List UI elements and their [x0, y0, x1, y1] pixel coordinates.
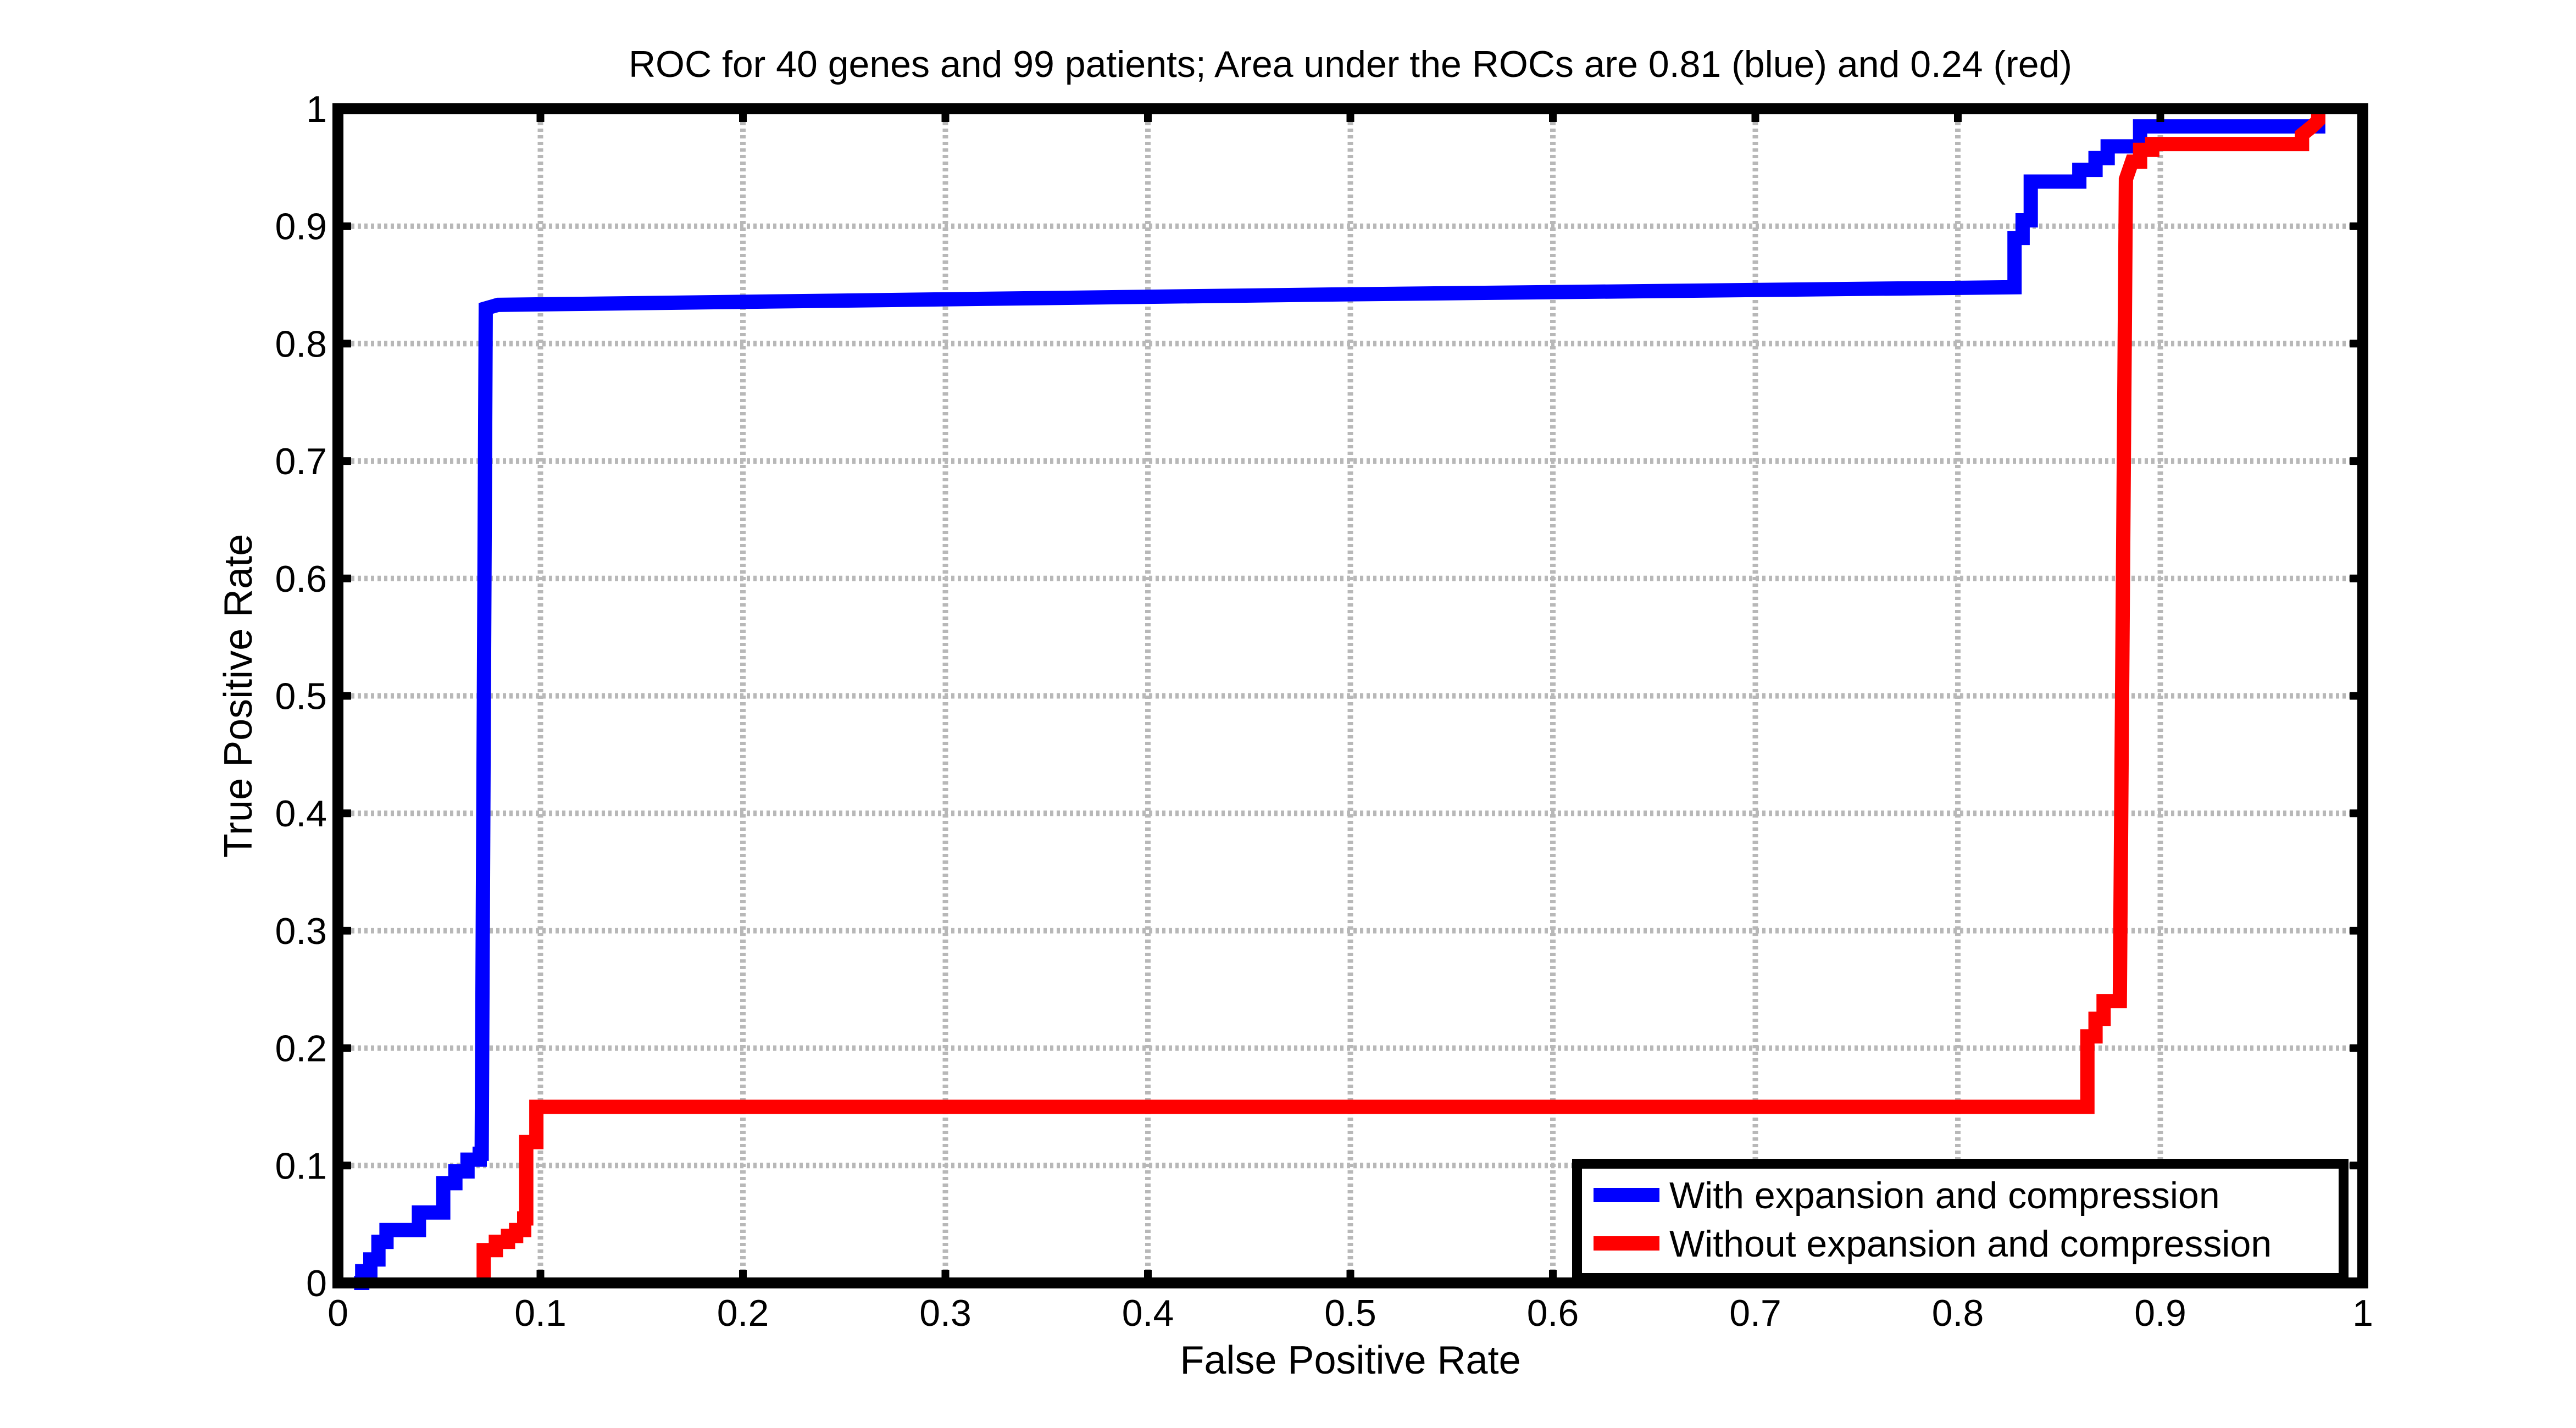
- y-tick-label: 0.1: [275, 1145, 327, 1187]
- series-line-red: [476, 109, 2325, 1283]
- grid-layer: [338, 109, 2363, 1283]
- series-layer: [354, 109, 2325, 1290]
- legend: With expansion and compression Without ex…: [1572, 1159, 2349, 1283]
- x-tick-label: 0.4: [1122, 1292, 1174, 1334]
- x-tick-label: 1: [2352, 1292, 2373, 1334]
- legend-box: [1572, 1159, 2349, 1283]
- x-tick-label: 0.9: [2134, 1292, 2186, 1334]
- x-tick-label: 0.2: [717, 1292, 769, 1334]
- y-tick-label: 0.7: [275, 441, 327, 482]
- x-tick-label: 0.1: [514, 1292, 567, 1334]
- x-tick-label: 0.5: [1324, 1292, 1376, 1334]
- y-tick-label: 0.3: [275, 910, 327, 952]
- x-tick-label: 0.7: [1729, 1292, 1781, 1334]
- y-axis-label: True Positive Rate: [216, 534, 260, 858]
- x-axis-label: False Positive Rate: [1180, 1338, 1520, 1382]
- x-tick-label: 0.8: [1932, 1292, 1984, 1334]
- y-tick-label: 0.5: [275, 676, 327, 718]
- y-tick-label: 0: [306, 1263, 327, 1304]
- legend-entry-label: Without expansion and compression: [1669, 1223, 2272, 1265]
- y-tick-label: 0.9: [275, 206, 327, 248]
- x-tick-label: 0.6: [1527, 1292, 1579, 1334]
- y-tick-label: 0.8: [275, 323, 327, 365]
- x-tick-label: 0: [327, 1292, 348, 1334]
- y-tick-label: 1: [306, 88, 327, 130]
- series-line-blue: [354, 109, 2325, 1290]
- tick-layer: 0 0.1 0.2 0.3 0.4 0.5 0.6 0.7 0.8 0.9 1 0 0.1 0.2 0.3 0…: [275, 88, 2373, 1334]
- chart-title: ROC for 40 genes and 99 patients; Area u…: [629, 43, 2072, 85]
- x-tick-label: 0.3: [919, 1292, 971, 1334]
- y-tick-label: 0.6: [275, 558, 327, 600]
- legend-entry-label: With expansion and compression: [1669, 1175, 2220, 1216]
- y-tick-label: 0.4: [275, 793, 327, 835]
- y-tick-label: 0.2: [275, 1028, 327, 1070]
